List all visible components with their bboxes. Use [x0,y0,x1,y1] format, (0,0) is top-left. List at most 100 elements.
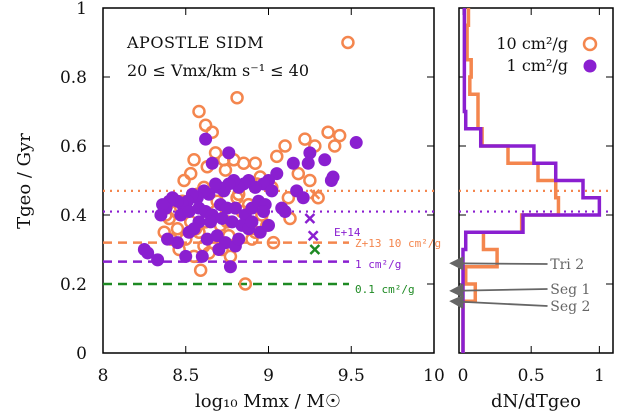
histogram-frame [458,7,614,354]
point-1 [209,177,223,191]
point-10 [298,132,312,146]
arrow-label: Seg 1 [550,282,590,298]
point-10 [281,191,296,205]
point-10 [187,153,201,167]
arrow-label: Tri 2 [550,257,584,273]
dashed-label-green: 0.1 cm²/g [355,283,415,296]
point-1 [265,184,279,198]
arrow-seg-2 [449,294,548,310]
point-10 [218,163,233,177]
histogram-x-label: dN/dTgeo [491,391,581,412]
point-10 [327,139,342,153]
point-1 [318,153,332,167]
point-1 [200,232,214,246]
histogram-tick-labels: 0 0.5 1 [458,366,605,386]
cross-stroke [304,213,316,224]
point-1 [195,249,209,263]
point-1 [228,201,242,215]
hist-step-orange [461,8,561,353]
point-1 [170,236,184,250]
y-tick-label: 0.6 [60,137,87,157]
point-1 [182,205,196,219]
x-tick-label: 8.5 [172,366,199,386]
y-tick-label: 0.2 [60,275,87,295]
point-1 [301,156,315,170]
legend-marker-10 [582,36,598,52]
x-tick-label: 10 [423,366,445,386]
cross-marker-orange [309,188,321,200]
point-10 [177,173,191,188]
point-1 [187,222,201,236]
point-10 [198,118,213,133]
cross-stroke [309,244,321,255]
cross-marker-green [309,244,321,255]
hist-x-tick-label: 0.5 [518,366,545,386]
dashed-label-purple: 1 cm²/g [355,258,401,271]
point-10 [170,222,185,236]
point-1 [303,146,317,160]
point-10 [321,125,335,139]
cross-marker-purple [307,230,319,242]
x-tick-label: 9.5 [338,366,365,386]
scatter-tick-labels: 8 8.5 9 9.5 10 0 0.2 0.4 0.6 0.8 1 [60,0,445,386]
scatter-x-label: log₁₀ Mmx / M☉ [195,391,341,412]
legend: 10 cm²/g 1 cm²/g [496,34,598,75]
scatter-points [137,35,363,291]
hist-x-tick-label: 0 [458,366,469,386]
point-10 [248,156,263,170]
point-1 [215,211,229,225]
point-1 [223,260,237,274]
arrow-seg-1 [449,283,548,298]
point-10 [303,173,317,188]
point-10 [183,166,198,181]
y-tick-label: 0.4 [60,206,87,226]
point-10 [266,235,281,250]
point-1 [154,208,168,222]
point-10 [193,263,208,277]
point-1 [151,253,165,267]
scatter-y-label: Tgeo / Gyr [14,133,35,229]
point-10 [208,146,223,160]
cross-stroke [307,230,319,242]
cross-label: E+14 [334,226,361,239]
point-1 [212,243,226,256]
point-1 [245,215,259,229]
point-10 [205,125,219,139]
point-10 [291,166,306,181]
histogram-reference-lines [459,189,613,213]
point-1 [278,205,292,219]
point-10 [341,35,355,50]
annotation-line2: 20 ≤ Vmx/km s⁻¹ ≤ 40 [127,61,309,80]
y-tick-label: 0 [76,344,87,364]
point-1 [324,174,338,187]
cross-marker-purple [304,213,316,224]
point-1 [222,146,236,160]
point-1 [141,246,155,260]
cross-stroke [309,188,321,200]
point-1 [156,198,170,212]
point-10 [332,128,347,143]
point-10 [192,104,206,119]
point-1 [199,132,213,146]
x-tick-label: 9 [263,366,274,386]
arrow-label: Seg 2 [550,299,590,315]
legend-marker-1 [583,59,597,73]
y-tick-label: 0.8 [60,68,87,88]
point-10 [238,277,253,291]
point-1 [286,156,300,170]
point-1 [262,218,275,232]
y-tick-label: 1 [76,0,87,19]
hist-x-tick-label: 1 [594,366,605,386]
scatter-crosses [304,188,321,255]
point-1 [205,156,219,170]
point-10 [270,149,284,164]
point-1 [179,249,193,263]
legend-entry-1: 1 cm²/g [507,56,568,75]
point-1 [225,215,239,229]
point-10 [236,156,251,170]
x-tick-label: 8 [98,366,109,386]
legend-entry-10: 10 cm²/g [496,34,568,53]
